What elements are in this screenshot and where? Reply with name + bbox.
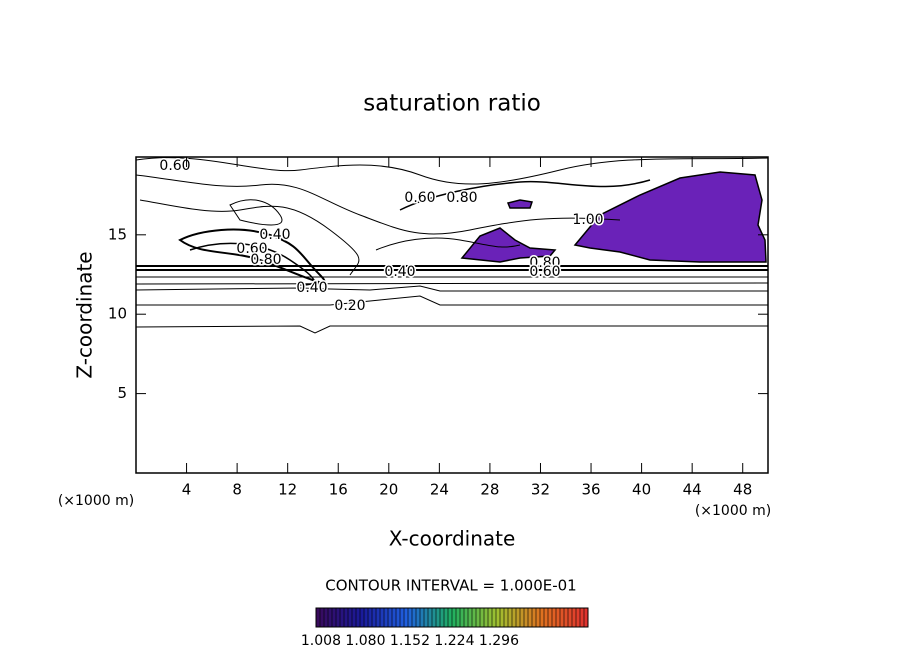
x-unit: (×1000 m) [695, 503, 771, 519]
colorbar-tick-label: 1.152 [390, 633, 430, 649]
contour-line [399, 179, 651, 211]
plot-frame [135, 156, 769, 474]
y-tick-label: 10 [108, 305, 127, 323]
contour-line [178, 228, 326, 284]
y-axis-label: Z-coordinate [73, 251, 97, 378]
contour-line [136, 295, 768, 306]
contour-line [229, 199, 283, 226]
supersaturated-region [460, 227, 557, 263]
contour-interval: CONTOUR INTERVAL = 1.000E-01 [325, 577, 576, 595]
y-unit: (×1000 m) [58, 493, 134, 509]
contour-line [139, 199, 360, 276]
supersaturated-region [506, 199, 533, 209]
x-tick-label: 40 [632, 481, 651, 499]
contour-line [135, 157, 769, 185]
x-tick-label: 48 [733, 481, 752, 499]
x-tick-label: 36 [581, 481, 600, 499]
contour-label: 0.20 [334, 298, 365, 314]
x-tick-label: 24 [430, 481, 449, 499]
y-tick-label: 5 [117, 384, 127, 402]
contour-label: 0.40 [296, 280, 327, 296]
contour-line [189, 242, 315, 286]
supersaturated-region [573, 171, 767, 263]
contour-label: 0.60 [529, 264, 560, 280]
contour-line [375, 237, 521, 251]
colorbar-tick-label: 1.296 [479, 633, 519, 649]
contour-label: 0.40 [259, 227, 290, 243]
contour-label: 0.60 [159, 158, 190, 174]
contour-label: 0.80 [250, 252, 281, 268]
colorbar-tick-label: 1.008 [301, 633, 341, 649]
x-tick-label: 20 [379, 481, 398, 499]
x-tick-label: 4 [182, 481, 192, 499]
x-tick-label: 16 [329, 481, 348, 499]
contour-label: 0.60 [236, 241, 267, 257]
contour-label: 0.80 [446, 190, 477, 206]
contour-label: 1.00 [572, 212, 603, 228]
contour-line [135, 282, 769, 285]
x-tick-label: 32 [531, 481, 550, 499]
x-tick-label: 44 [683, 481, 702, 499]
x-tick-label: 12 [278, 481, 297, 499]
contour-label: 0.40 [384, 264, 415, 280]
colorbar-tick-label: 1.224 [434, 633, 474, 649]
contour-line [135, 285, 768, 292]
x-tick-label: 28 [480, 481, 499, 499]
contour-line [135, 325, 768, 334]
colorbar-tick-label: 1.080 [345, 633, 385, 649]
contour-label: 0.80 [529, 255, 560, 271]
y-tick-label: 15 [108, 225, 127, 243]
chart-title: saturation ratio [363, 91, 541, 117]
contour-line [135, 174, 621, 235]
contour-label: 0.60 [404, 190, 435, 206]
x-axis-label: X-coordinate [389, 527, 516, 551]
x-tick-label: 8 [232, 481, 242, 499]
